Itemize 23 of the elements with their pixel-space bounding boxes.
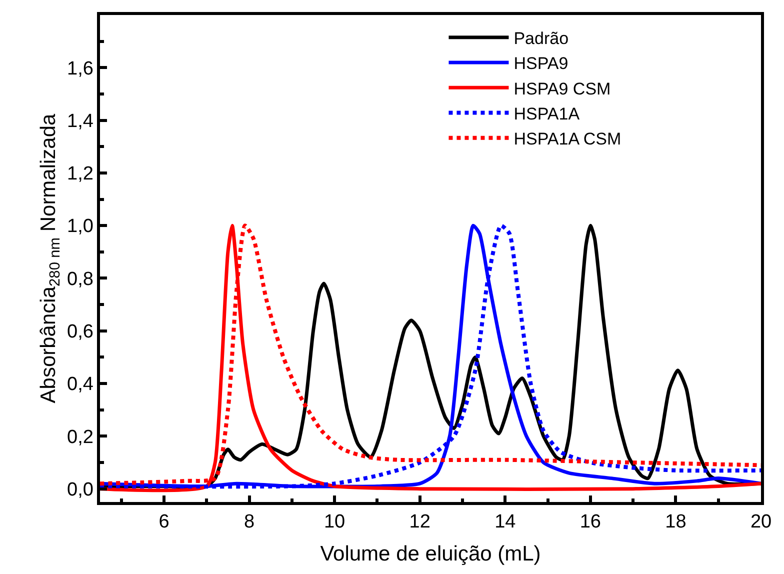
y-tick-label: 0,2 [67, 426, 94, 448]
y-tick-label: 1,2 [67, 164, 94, 185]
y-tick-label: 0,8 [67, 268, 94, 290]
x-tick-label: 14 [494, 512, 516, 533]
x-axis-title: Volume de eluição (mL) [320, 542, 541, 566]
x-tick-label: 20 [750, 512, 772, 533]
x-tick-label: 16 [580, 512, 601, 533]
x-tick-label: 6 [158, 512, 170, 533]
y-tick-label: 1,4 [67, 110, 94, 132]
legend-label: Padrão [514, 29, 569, 48]
x-tick-label: 18 [665, 512, 686, 533]
x-tick-label: 8 [244, 512, 255, 533]
y-tick-label: 1,6 [67, 58, 94, 80]
x-tick-label: 10 [324, 512, 346, 533]
legend-label: HSPA1A [514, 104, 580, 124]
y-tick-label: 0,6 [67, 322, 94, 343]
y-tick-label: 1,0 [67, 216, 94, 238]
legend-label: HSPA9 CSM [514, 79, 611, 98]
y-tick-label: 0,4 [67, 374, 94, 396]
x-tick-label: 12 [409, 512, 430, 533]
y-tick-label: 0,0 [67, 479, 94, 500]
legend-label: HSPA1A CSM [514, 129, 622, 148]
legend-label: HSPA9 [514, 54, 568, 74]
